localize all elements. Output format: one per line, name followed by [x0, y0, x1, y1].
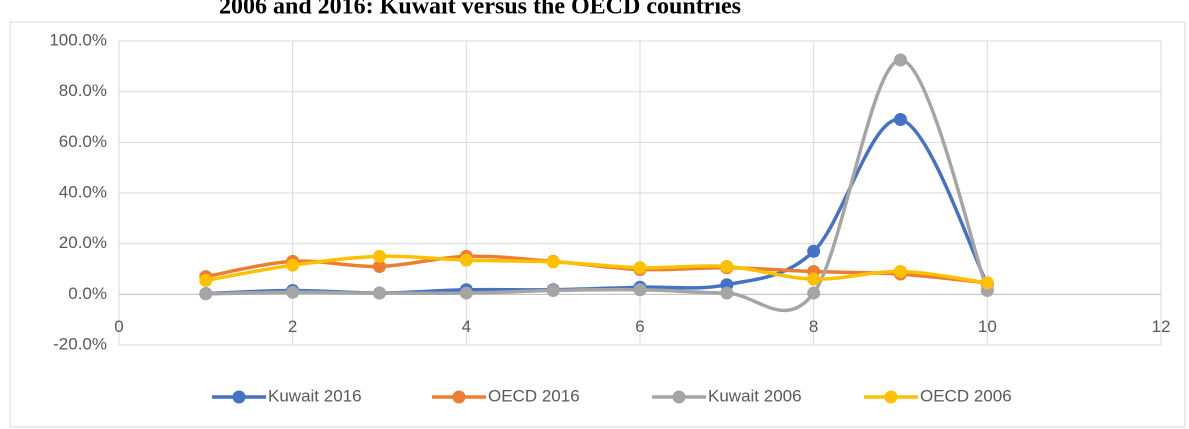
- data-point: [894, 53, 907, 67]
- data-point: [720, 286, 734, 300]
- data-point: [633, 261, 647, 275]
- x-tick-label: 12: [1152, 317, 1171, 336]
- chart-title: 2006 and 2016: Kuwait versus the OECD co…: [219, 0, 741, 20]
- y-tick-label: 60.0%: [59, 132, 107, 151]
- data-point: [459, 286, 473, 300]
- data-point: [459, 253, 473, 267]
- data-point: [546, 255, 560, 269]
- data-point: [633, 283, 647, 297]
- data-point: [894, 265, 907, 279]
- x-tick-label: 4: [462, 317, 471, 336]
- data-point: [286, 285, 300, 299]
- data-point: [894, 113, 907, 127]
- data-point: [286, 258, 300, 272]
- legend-label: OECD 2006: [920, 386, 1012, 405]
- y-tick-label: 20.0%: [59, 233, 107, 252]
- y-tick-label: 80.0%: [59, 81, 107, 100]
- x-tick-label: 6: [635, 317, 644, 336]
- data-point: [546, 284, 560, 298]
- legend-label: Kuwait 2016: [268, 386, 362, 405]
- data-point: [807, 286, 821, 300]
- y-tick-label: 40.0%: [59, 182, 107, 201]
- y-tick-label: -20.0%: [53, 334, 107, 353]
- legend-marker: [452, 390, 466, 404]
- x-tick-label: 0: [114, 317, 123, 336]
- data-point: [807, 272, 821, 286]
- legend-marker: [672, 390, 686, 404]
- data-point: [199, 273, 213, 287]
- chart-border: [9, 21, 1186, 428]
- y-tick-label: 0.0%: [68, 284, 107, 303]
- data-point: [373, 259, 386, 273]
- legend-marker: [232, 390, 246, 404]
- y-tick-label: 100.0%: [49, 30, 107, 49]
- x-tick-label: 8: [809, 317, 818, 336]
- data-point: [199, 287, 213, 301]
- x-tick-label: 10: [978, 317, 997, 336]
- legend-label: Kuwait 2006: [708, 386, 802, 405]
- data-point: [807, 244, 821, 258]
- x-tick-label: 2: [288, 317, 297, 336]
- data-point: [980, 276, 994, 290]
- legend-marker: [884, 390, 898, 404]
- data-point: [373, 286, 386, 300]
- series-line: [205, 254, 988, 285]
- data-point: [720, 259, 734, 273]
- data-point: [373, 249, 386, 263]
- legend-label: OECD 2016: [488, 386, 580, 405]
